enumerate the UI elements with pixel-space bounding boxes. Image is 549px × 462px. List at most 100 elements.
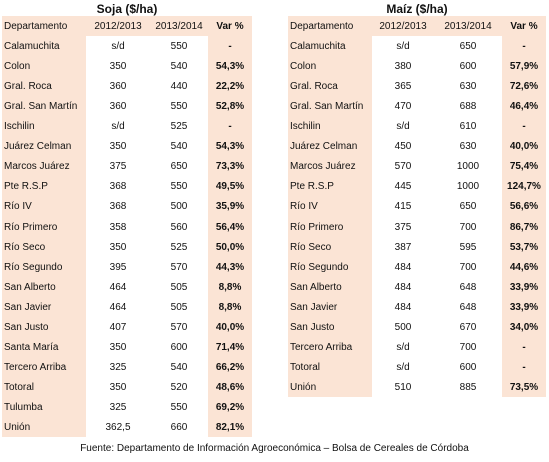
value-cell: 34,0% <box>509 321 539 333</box>
value-cell: s/d <box>396 41 410 53</box>
value-cell: - <box>522 361 526 373</box>
value-cell: 368 <box>109 201 127 213</box>
value-cell: 415 <box>394 201 412 213</box>
value-cell: 22,2% <box>215 81 245 93</box>
value-cell: 375 <box>109 161 127 173</box>
value-cell: 700 <box>459 221 477 233</box>
value-cell: 525 <box>170 121 188 133</box>
value-cell: 72,6% <box>509 81 539 93</box>
value-cell: s/d <box>396 361 410 373</box>
value-cell: 380 <box>394 61 412 73</box>
value-cell: 550 <box>170 101 188 113</box>
value-cell: 570 <box>170 261 188 273</box>
value-cell: 56,6% <box>509 201 539 213</box>
value-cell: 325 <box>109 361 127 373</box>
value-cell: 44,6% <box>509 261 539 273</box>
value-cell: 350 <box>109 241 127 253</box>
department-cell: San Javier <box>4 301 52 313</box>
name-column-band <box>288 16 372 397</box>
department-cell: Río Seco <box>290 241 332 253</box>
column-header: Departamento <box>290 21 354 32</box>
value-cell: 648 <box>459 281 477 293</box>
value-cell: 660 <box>170 422 188 433</box>
value-cell: s/d <box>111 41 125 53</box>
var-column-band <box>208 16 252 438</box>
column-header: 2012/2013 <box>94 21 142 32</box>
department-cell: San Alberto <box>4 281 56 293</box>
value-cell: 66,2% <box>215 361 245 373</box>
value-cell: 525 <box>170 241 188 253</box>
value-cell: 350 <box>109 61 127 73</box>
value-cell: 50,0% <box>215 241 245 253</box>
value-cell: 33,9% <box>509 301 539 313</box>
department-cell: Unión <box>290 381 317 393</box>
name-column-band <box>2 16 86 438</box>
value-cell: 630 <box>459 81 477 93</box>
department-cell: Gral. San Martín <box>290 101 364 113</box>
department-cell: Marcos Juárez <box>4 161 70 173</box>
value-cell: 670 <box>459 321 477 333</box>
department-cell: Unión <box>4 422 31 433</box>
value-cell: 44,3% <box>215 261 245 273</box>
column-header: Var % <box>510 21 538 32</box>
value-cell: 600 <box>459 61 477 73</box>
value-cell: 49,5% <box>215 181 245 193</box>
value-cell: 124,7% <box>507 181 541 193</box>
department-cell: Pte R.S.P <box>290 181 334 193</box>
value-cell: 368 <box>109 181 127 193</box>
value-cell: 46,4% <box>509 101 539 113</box>
value-cell: 1000 <box>456 161 480 173</box>
value-cell: 1000 <box>456 181 480 193</box>
value-cell: 395 <box>109 261 127 273</box>
value-cell: 550 <box>170 41 188 53</box>
department-cell: Río IV <box>290 201 318 213</box>
var-column-band <box>502 16 546 397</box>
value-cell: 570 <box>170 321 188 333</box>
value-cell: - <box>228 121 232 133</box>
value-cell: 540 <box>170 141 188 153</box>
value-cell: 550 <box>170 181 188 193</box>
value-cell: 595 <box>459 241 477 253</box>
column-header: Var % <box>216 21 244 32</box>
value-cell: 440 <box>170 81 188 93</box>
value-cell: 350 <box>109 341 127 353</box>
department-cell: San Justo <box>4 321 49 333</box>
department-cell: Río Primero <box>4 221 58 233</box>
value-cell: 445 <box>394 181 412 193</box>
value-cell: s/d <box>111 121 125 133</box>
value-cell: 365 <box>394 81 412 93</box>
department-cell: Marcos Juárez <box>290 161 356 173</box>
value-cell: 464 <box>109 281 127 293</box>
department-cell: Río Segundo <box>4 261 63 273</box>
value-cell: 650 <box>459 41 477 53</box>
value-cell: 630 <box>459 141 477 153</box>
department-cell: Juárez Celman <box>290 141 358 153</box>
value-cell: 57,9% <box>509 61 539 73</box>
value-cell: 48,6% <box>215 381 245 393</box>
department-cell: Tercero Arriba <box>290 341 353 353</box>
value-cell: 86,7% <box>509 221 539 233</box>
value-cell: 71,4% <box>215 341 245 353</box>
value-cell: 540 <box>170 61 188 73</box>
department-cell: Ischilin <box>4 121 35 133</box>
department-cell: San Alberto <box>290 281 342 293</box>
value-cell: 484 <box>394 261 412 273</box>
department-cell: Gral. Roca <box>4 81 52 93</box>
value-cell: 885 <box>459 381 477 393</box>
value-cell: 600 <box>459 361 477 373</box>
department-cell: Ischilin <box>290 121 321 133</box>
value-cell: 510 <box>394 381 412 393</box>
value-cell: s/d <box>396 341 410 353</box>
value-cell: 650 <box>170 161 188 173</box>
value-cell: 69,2% <box>215 401 245 413</box>
value-cell: - <box>522 121 526 133</box>
value-cell: 73,5% <box>509 381 539 393</box>
value-cell: 8,8% <box>218 281 242 293</box>
value-cell: 52,8% <box>215 101 245 113</box>
department-cell: Gral. Roca <box>290 81 338 93</box>
value-cell: 54,3% <box>215 61 245 73</box>
department-cell: Tercero Arriba <box>4 361 67 373</box>
column-header: 2013/2014 <box>155 21 203 32</box>
column-header: 2013/2014 <box>444 21 492 32</box>
